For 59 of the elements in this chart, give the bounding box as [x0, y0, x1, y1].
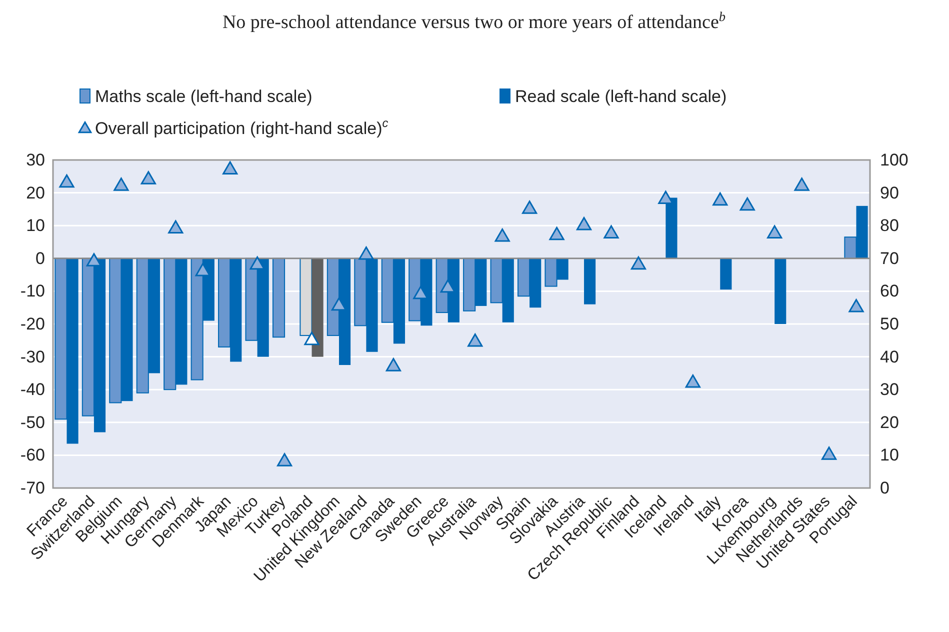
legend-label: Overall participation (right-hand scale)$^{c}$	[95, 116, 388, 138]
y2-tick-label: 20	[880, 412, 899, 432]
chart-title: No pre-school attendance versus two or more years of attendance$^{b}$	[222, 8, 726, 33]
point	[250, 256, 265, 270]
bar	[272, 258, 286, 338]
point	[413, 286, 428, 300]
y-tick-label: -10	[20, 282, 45, 301]
y-tick-label: 20	[26, 183, 45, 202]
point	[168, 220, 184, 234]
point	[522, 200, 538, 214]
y-tick-label: -40	[20, 380, 45, 400]
y2-tick-label: 30	[880, 380, 899, 400]
point	[630, 256, 646, 270]
point	[222, 161, 238, 175]
y-tick-label: 30	[26, 150, 45, 170]
point	[767, 225, 782, 238]
legend-label: Read scale (left-hand scale)	[515, 87, 727, 106]
point	[740, 197, 755, 211]
y2-tick-label: 40	[880, 347, 899, 366]
y2-tick-label: 90	[880, 183, 899, 202]
legend-label: Maths scale (left-hand scale)	[95, 87, 312, 106]
point	[604, 225, 619, 238]
point	[195, 262, 210, 276]
bar	[584, 258, 596, 304]
point	[114, 178, 129, 191]
bar	[312, 258, 324, 357]
point	[386, 358, 401, 372]
y-tick-label: -30	[20, 347, 45, 366]
y-tick-label: -70	[20, 478, 45, 498]
point	[440, 279, 456, 293]
point	[712, 192, 728, 206]
point	[59, 174, 74, 188]
y2-tick-label: 10	[880, 446, 899, 465]
y2-tick-label: 0	[880, 478, 890, 498]
y2-tick-label: 60	[880, 282, 899, 301]
point	[304, 332, 320, 346]
point	[848, 299, 864, 312]
point	[494, 228, 510, 242]
y2-tick-label: 50	[880, 314, 899, 334]
point	[549, 226, 564, 240]
point	[658, 190, 674, 204]
point	[358, 246, 374, 260]
y2-tick-label: 80	[880, 216, 899, 236]
y-tick-label: -50	[20, 412, 45, 432]
point	[576, 217, 592, 230]
point	[140, 171, 156, 184]
y2-tick-label: 70	[880, 248, 899, 268]
y-tick-label: 10	[26, 216, 45, 236]
y-tick-label: -60	[20, 446, 45, 465]
bar	[774, 258, 786, 324]
y-tick-label: 0	[36, 248, 45, 268]
point	[794, 178, 810, 191]
point	[685, 374, 700, 388]
point	[821, 446, 837, 460]
y2-tick-label: 100	[880, 150, 908, 170]
y-tick-label: -20	[20, 314, 45, 334]
bar	[720, 258, 732, 290]
point	[468, 333, 483, 347]
point	[276, 453, 292, 466]
